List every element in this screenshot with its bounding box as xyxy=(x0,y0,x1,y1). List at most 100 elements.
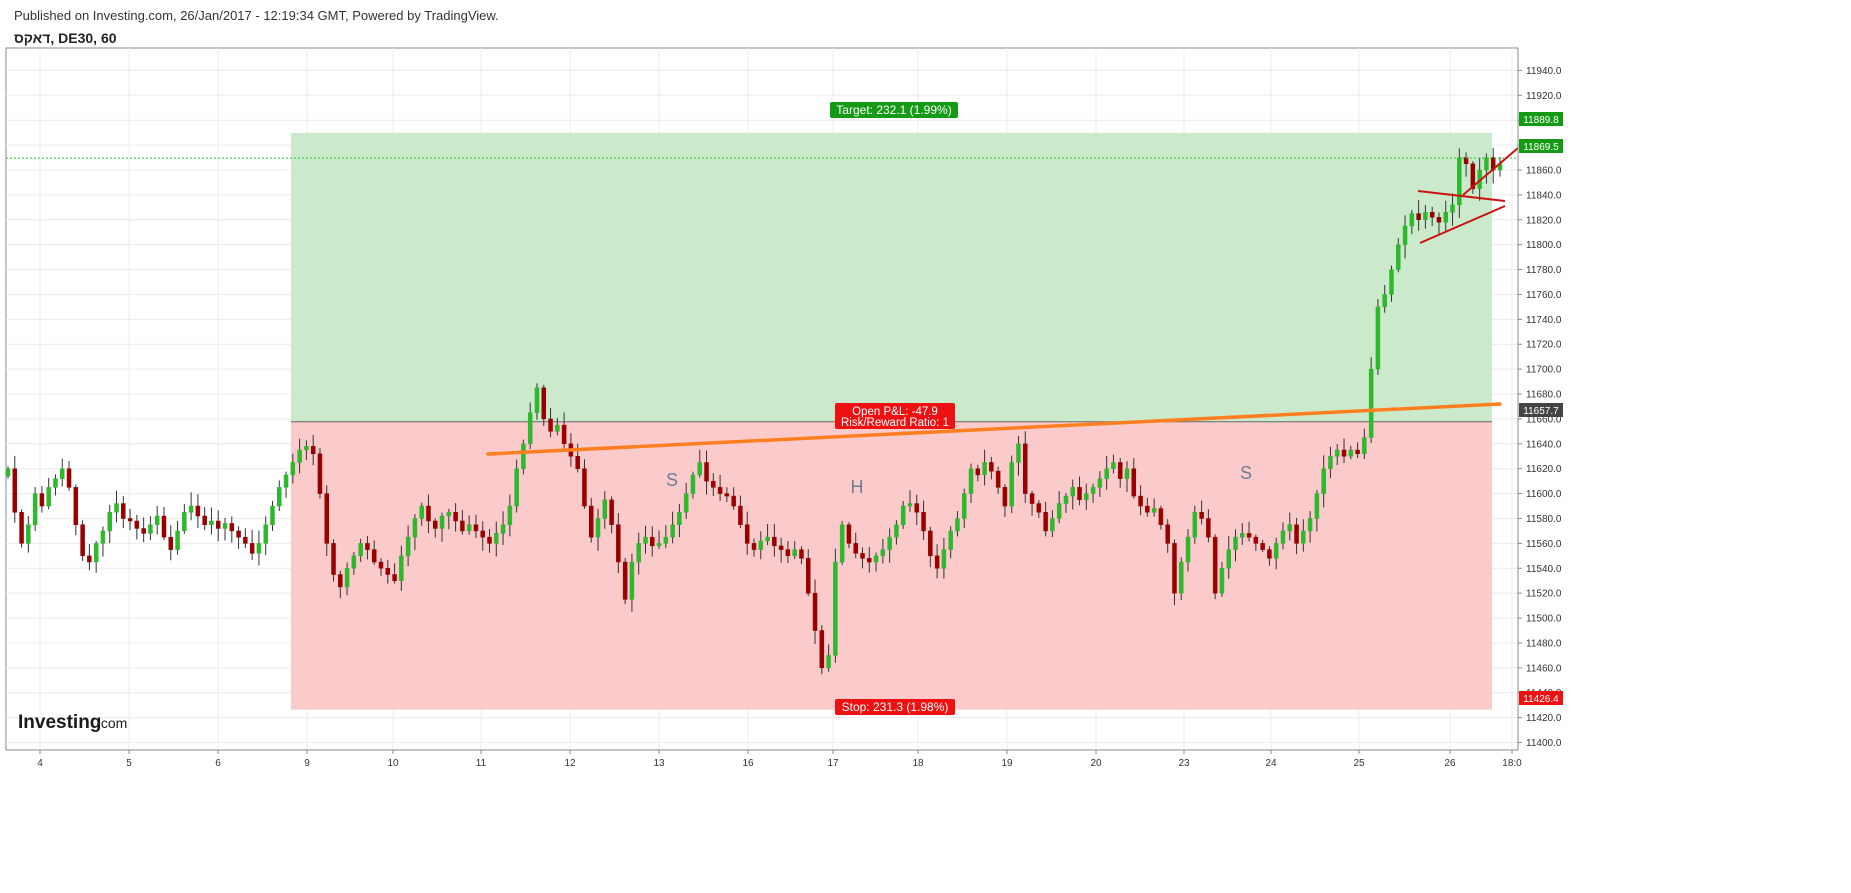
candle-down xyxy=(1077,487,1082,501)
candle-up xyxy=(1016,443,1021,463)
candle-down xyxy=(1341,449,1347,457)
candle-up xyxy=(670,524,675,538)
candle-down xyxy=(236,530,241,538)
candle-up xyxy=(792,549,797,557)
candle-up xyxy=(595,518,601,538)
candle-down xyxy=(19,512,24,544)
candle-up xyxy=(148,524,153,534)
time-axis[interactable]: 4 5 6 9 10 11 12 13 16 17 18 19 20 23 24 25 26 18:0 xyxy=(6,749,1522,769)
price-tick-label: 11640.0 xyxy=(1526,439,1562,450)
published-caption: Published on Investing.com, 26/Jan/2017 … xyxy=(14,8,499,23)
time-tick-label: 18:0 xyxy=(1502,758,1522,769)
candle-up xyxy=(466,524,472,532)
candle-up xyxy=(873,555,879,563)
candle-down xyxy=(1260,543,1265,550)
candle-down xyxy=(622,561,628,600)
candle-down xyxy=(799,549,804,559)
candle-up xyxy=(1389,269,1394,295)
candle-down xyxy=(385,568,391,575)
candle-up xyxy=(1409,213,1415,227)
candle-down xyxy=(738,505,743,525)
candle-down xyxy=(73,487,79,525)
candle-up xyxy=(1362,437,1367,455)
price-tick-label: 11680.0 xyxy=(1526,390,1562,401)
candle-down xyxy=(1145,505,1150,513)
candle-up xyxy=(1348,449,1354,457)
candle-down xyxy=(975,468,981,476)
candle-up xyxy=(107,512,112,532)
time-tick-label: 24 xyxy=(1265,758,1277,769)
candle-down xyxy=(1138,495,1143,507)
price-tick-label: 11940.0 xyxy=(1526,66,1562,77)
candle-down xyxy=(582,468,587,507)
candle-down xyxy=(541,387,547,420)
target-zone xyxy=(291,132,1492,422)
candle-up xyxy=(412,518,418,538)
candle-up xyxy=(1457,157,1462,206)
candle-up xyxy=(1307,518,1313,532)
price-tick-label: 11580.0 xyxy=(1526,514,1562,525)
candle-down xyxy=(1253,536,1259,544)
candle-up xyxy=(826,655,831,669)
candle-down xyxy=(1355,449,1360,455)
price-axis[interactable]: 11940.011920.011900.011880.011860.011840… xyxy=(1517,48,1562,750)
candle-up xyxy=(1314,493,1320,519)
candle-down xyxy=(711,480,716,488)
svg-text:Risk/Reward Ratio: 1: Risk/Reward Ratio: 1 xyxy=(841,417,949,429)
candle-down xyxy=(785,549,791,557)
candle-up xyxy=(656,543,662,547)
candles xyxy=(5,147,1503,675)
candle-down xyxy=(121,503,126,519)
candle-down xyxy=(195,505,201,517)
candle-up xyxy=(683,493,689,513)
candle-up xyxy=(941,549,947,569)
candle-up xyxy=(344,568,350,588)
candle-up xyxy=(188,505,194,513)
candle-down xyxy=(853,543,858,554)
candle-down xyxy=(989,462,994,472)
candle-up xyxy=(290,462,296,476)
candle-up xyxy=(439,515,445,529)
candle-up xyxy=(1396,244,1401,270)
candle-up xyxy=(907,503,913,507)
candle-down xyxy=(378,561,384,569)
candle-down xyxy=(480,530,485,538)
price-tick-label: 11860.0 xyxy=(1526,165,1562,176)
candle-up xyxy=(887,536,892,550)
candle-up xyxy=(1334,449,1340,457)
candle-down xyxy=(1416,213,1421,221)
candle-down xyxy=(161,515,167,538)
candle-down xyxy=(1023,443,1028,494)
breakout-line xyxy=(1462,147,1519,196)
candle-down xyxy=(168,536,174,550)
candle-up xyxy=(5,468,11,477)
candle-up xyxy=(1273,543,1279,559)
candle-down xyxy=(1043,512,1048,532)
symbol-title: דאקס, DE30, 60 xyxy=(14,30,117,46)
candle-up xyxy=(1124,468,1130,479)
candle-up xyxy=(758,540,764,550)
candle-down xyxy=(453,512,458,522)
candle-down xyxy=(1294,524,1299,544)
candle-up xyxy=(209,520,214,525)
pattern-letter-right-shoulder: S xyxy=(1240,463,1252,483)
time-tick-label: 26 xyxy=(1444,758,1456,769)
candle-up xyxy=(1050,518,1055,532)
price-tick-label: 11520.0 xyxy=(1526,589,1562,600)
candle-up xyxy=(1084,493,1089,501)
price-tick-label: 11700.0 xyxy=(1526,365,1562,376)
candle-down xyxy=(1002,487,1008,507)
candle-down xyxy=(433,520,438,529)
candle-up xyxy=(46,487,51,507)
candle-up xyxy=(500,524,506,534)
candle-down xyxy=(704,462,709,482)
candle-down xyxy=(487,536,492,544)
candle-up xyxy=(894,524,899,538)
candle-down xyxy=(588,505,594,538)
price-badge-current: 11869.5 xyxy=(1519,139,1563,153)
candle-up xyxy=(1375,306,1381,370)
price-tick-label: 11480.0 xyxy=(1526,638,1562,649)
candle-down xyxy=(1470,163,1476,189)
candle-up xyxy=(1219,568,1225,594)
